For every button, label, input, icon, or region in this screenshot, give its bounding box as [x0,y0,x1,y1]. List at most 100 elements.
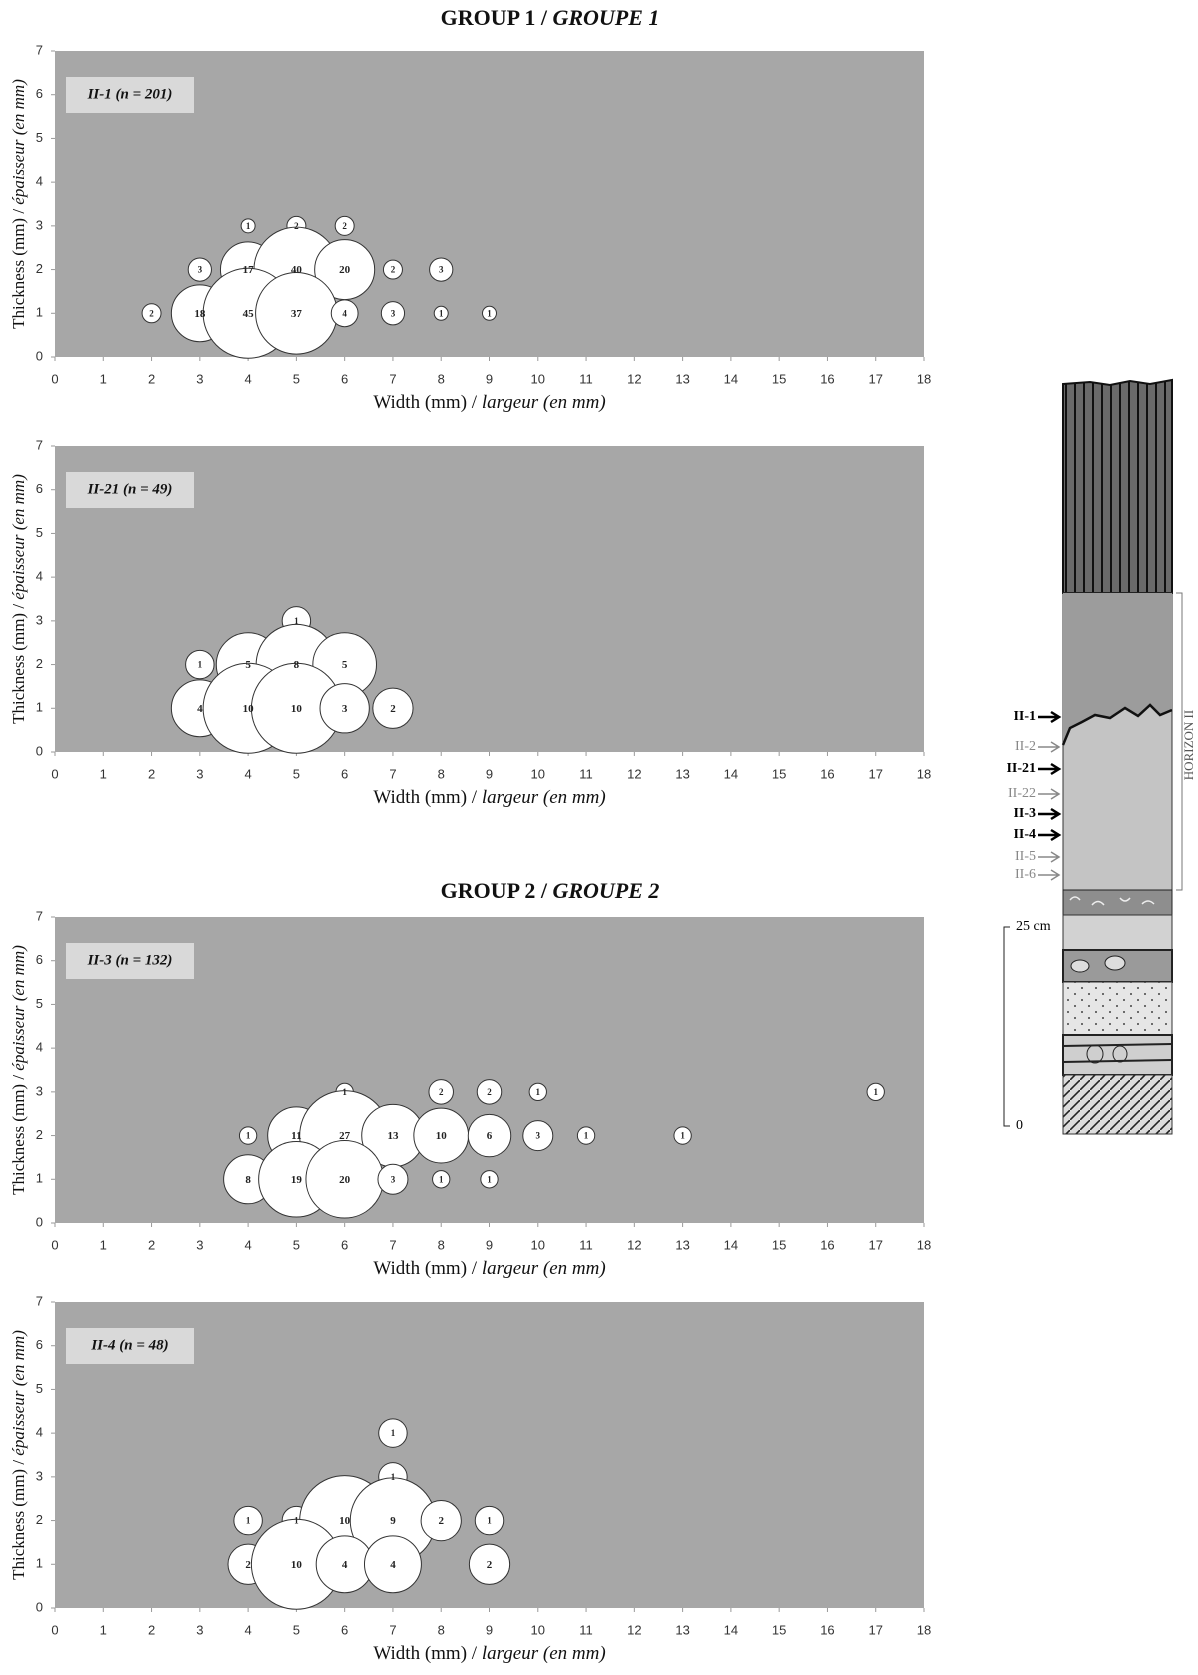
bubble-label: 1 [439,308,444,318]
bubble-label: 8 [294,659,300,671]
x-tick-label: 9 [486,766,493,781]
x-tick-label: 8 [438,1622,445,1637]
bubble-label: 3 [391,308,396,318]
x-label-part: largeur (en mm) [482,787,606,808]
y-tick-label: 1 [36,305,43,320]
x-label-part: largeur (en mm) [482,1258,606,1279]
bubble [240,218,256,234]
y-tick-label: 2 [36,261,43,276]
horizon-bracket [1176,592,1183,891]
bubble-label: 1 [487,308,492,318]
bubble-label: 10 [291,1559,303,1571]
bubble-label: 1 [294,1516,299,1526]
bubble-label: 4 [342,308,347,318]
x-tick-label: 12 [627,766,641,781]
x-tick-label: 4 [244,1237,251,1252]
x-tick-label: 10 [531,1237,545,1252]
y-label-part: épaisseur (en mm) [9,1330,28,1456]
x-tick-label: 18 [917,766,931,781]
x-tick-label: 17 [868,1237,882,1252]
layer [1062,378,1173,594]
heading-text: GROUP 1 / [441,5,548,30]
x-tick-label: 11 [579,1237,593,1252]
y-tick-label: 4 [36,1040,43,1055]
x-tick-label: 13 [675,766,689,781]
scale-bar [1003,926,1010,1127]
bubble [187,257,212,282]
bubble-label: 37 [291,308,303,320]
sample-arrow [1038,807,1062,821]
x-tick-label: 18 [917,371,931,386]
x-tick-label: 15 [772,1237,786,1252]
bubble-label: 1 [487,1516,492,1526]
x-tick-label: 5 [293,766,300,781]
bubble [334,215,355,236]
texture [1112,1045,1128,1063]
sample-label: II-4 [1013,827,1036,842]
x-tick-label: 17 [868,371,882,386]
x-tick-label: 9 [486,1237,493,1252]
bubble [476,1079,503,1105]
layer [1062,1034,1173,1076]
bubble-label: 2 [391,265,396,275]
x-tick-label: 6 [341,766,348,781]
title-box [66,943,194,979]
bubble-label: 3 [439,265,444,275]
sample-arrow [1038,788,1061,800]
x-tick-label: 14 [724,766,738,781]
y-tick-label: 7 [36,1293,43,1308]
scale-label: 25 cm [1016,919,1051,934]
x-tick-label: 12 [627,1622,641,1637]
x-tick-label: 6 [341,1622,348,1637]
y-tick-label: 7 [36,908,43,923]
bubble-label: 10 [243,703,255,715]
x-tick-label: 0 [51,766,58,781]
y-label-part: Thickness (mm) / [9,209,28,329]
y-tick-label: 1 [36,1171,43,1186]
bubble-label: 45 [243,308,255,320]
y-label-part: Thickness (mm) / [9,1075,28,1195]
x-tick-label: 6 [341,1237,348,1252]
bubble-label: 1 [487,1174,492,1184]
y-label-part: épaisseur (en mm) [9,79,28,205]
sample-label: II-22 [1008,786,1036,801]
sample-arrow [1038,762,1062,776]
x-tick-label: 1 [100,371,107,386]
y-tick-label: 0 [36,1214,43,1229]
x-tick-label: 16 [820,766,834,781]
bubble-label: 3 [391,1174,396,1184]
bubble-label: 4 [342,1559,348,1571]
bubble [433,305,449,321]
y-axis-label: Thickness (mm) / épaisseur (en mm) [9,79,28,329]
bubble-label: 11 [291,1130,301,1142]
boundary [1061,703,1173,746]
y-tick-label: 0 [36,348,43,363]
bubble-labels: 111 1 10 9 2 12 10 4 4 2 [245,1428,492,1571]
layer [1062,981,1173,1036]
bubble-label: 18 [194,308,206,320]
bubble-label: 13 [387,1130,399,1142]
x-tick-label: 11 [579,371,593,386]
bubble-label: 27 [339,1130,351,1142]
bubble [319,683,370,734]
y-tick-label: 6 [36,481,43,496]
bubble-label: 2 [487,1087,492,1097]
bubble-label: 1 [198,660,203,670]
group-heading: GROUP 2 / GROUPE 2 [441,878,660,903]
y-tick-label: 4 [36,174,43,189]
chart-title: II-4 (n = 48) [90,1337,168,1353]
x-tick-label: 3 [196,371,203,386]
x-tick-label: 14 [724,371,738,386]
x-tick-label: 7 [389,371,396,386]
bubble-label: 10 [339,1515,351,1527]
x-tick-label: 5 [293,1622,300,1637]
texture [1104,955,1126,971]
x-tick-label: 2 [148,1237,155,1252]
y-label-part: Thickness (mm) / [9,1460,28,1580]
y-tick-label: 4 [36,1425,43,1440]
bubble-label: 8 [245,1174,251,1186]
bubble-label: 1 [246,1516,251,1526]
bubble [185,649,215,680]
x-label-part: Width (mm) / [373,1643,477,1664]
bubble-label: 40 [291,264,303,276]
